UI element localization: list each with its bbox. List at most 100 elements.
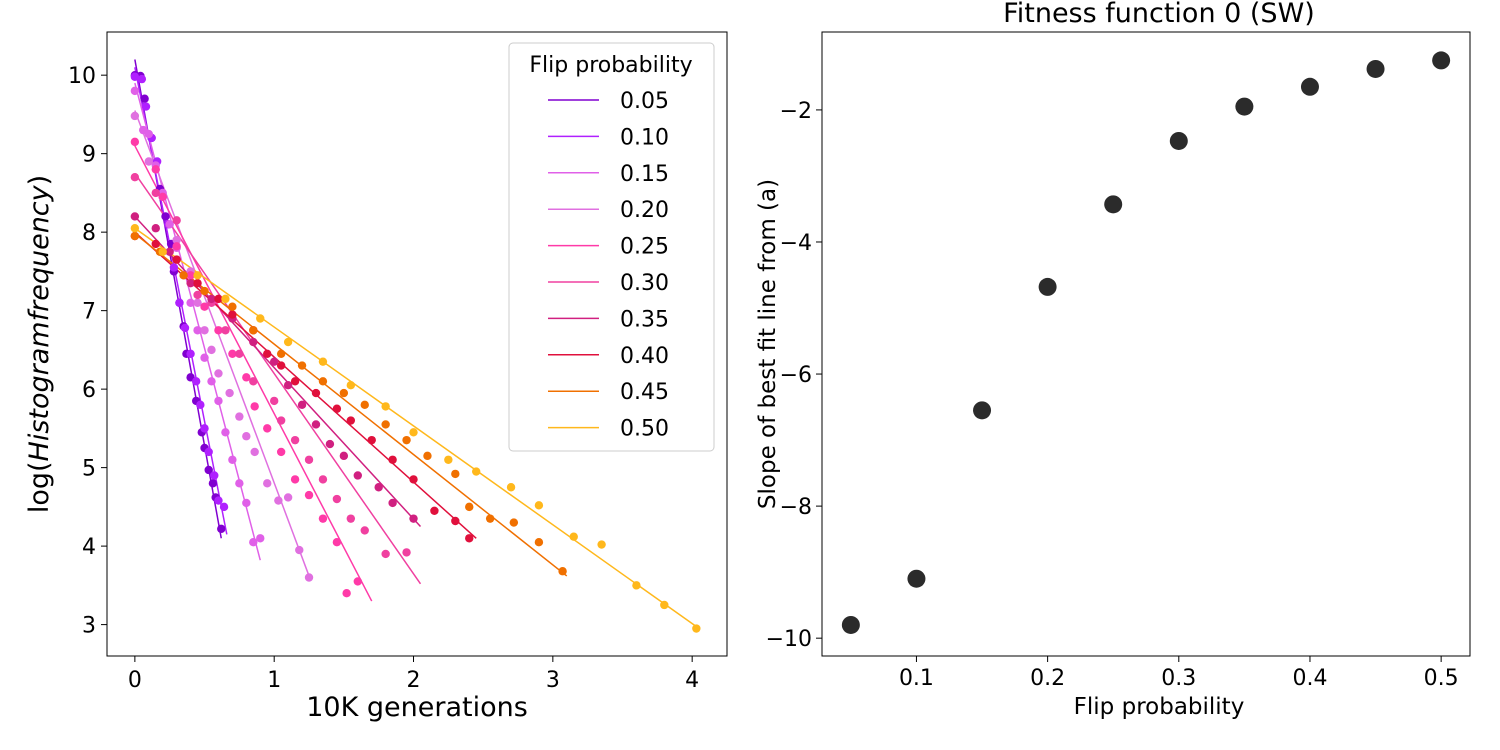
data-point [332,404,342,413]
y-tick-label: 8 [82,221,96,246]
data-point [388,455,397,464]
data-point [332,537,342,547]
data-point [200,326,209,335]
data-point [381,420,390,429]
data-point [367,435,376,445]
x-axis-ticks: 0 1 2 3 4 [128,656,699,693]
data-point [186,349,195,359]
x-tick-label: 4 [685,668,699,693]
data-point [485,514,495,523]
data-point [660,600,669,610]
data-point [311,388,321,398]
data-point [276,361,286,370]
data-point [228,302,237,311]
data-point [193,326,202,335]
legend-label: 0.30 [620,271,669,296]
data-point [311,420,321,429]
data-point [290,435,300,445]
data-point [1038,277,1057,296]
data-point [304,573,314,582]
plot-frame [821,31,1471,657]
slope-vs-flip-chart: 0.1 0.2 0.3 0.4 0.5 −10 −8 −6 −4 −2 Fitness func… [755,0,1471,720]
data-point [318,377,328,386]
data-point [200,302,209,311]
data-point [172,216,181,225]
data-point [297,400,307,410]
data-point [339,388,349,398]
legend-label: 0.25 [620,235,669,260]
x-tick-label: 0.2 [1030,666,1065,691]
x-tick-label: 0.1 [899,666,934,691]
data-point [325,439,335,449]
data-point [172,242,181,251]
data-point [1169,131,1188,150]
data-point [451,516,460,526]
y-tick-label: −4 [780,231,812,256]
data-point [151,239,160,249]
y-tick-label: 6 [82,378,96,403]
data-point [204,447,213,457]
data-point [295,545,304,555]
data-point [130,224,140,233]
data-point [250,447,259,457]
data-point [506,483,516,492]
data-point [597,540,606,549]
data-point [283,337,293,347]
data-point [235,479,244,488]
data-point [207,377,216,386]
data-point [465,534,474,543]
data-point [249,337,258,347]
data-point [451,469,460,479]
data-point [346,381,356,390]
data-point [196,400,205,410]
data-point [1235,97,1254,116]
data-point [235,412,244,421]
data-point [165,247,174,256]
data-point [130,231,140,241]
data-point [472,467,481,476]
data-point [193,298,202,307]
data-point [186,278,195,288]
data-point [381,549,390,559]
x-tick-label: 0.4 [1292,666,1327,691]
data-point [169,263,179,272]
data-point [263,479,272,488]
data-point [534,501,544,510]
data-point [158,192,167,202]
y-axis-label: log(Histogramfrequency) [24,175,55,513]
data-point [283,493,293,502]
fit-line-0.50 [134,227,700,630]
legend-label: 0.45 [620,380,669,405]
legend-label: 0.20 [620,198,669,223]
legend-label: 0.05 [620,89,669,114]
data-point [841,615,860,634]
data-point [318,475,328,484]
data-point [353,471,362,480]
data-point [172,235,181,245]
data-point [374,483,383,492]
data-point [208,479,218,488]
data-point [973,401,992,420]
data-point [130,72,140,81]
data-point [256,314,265,323]
legend-label: 0.15 [620,162,669,187]
data-point [534,537,544,547]
data-point [339,451,349,461]
legend-label: 0.40 [620,344,669,369]
data-point [388,498,397,508]
data-point [256,534,265,543]
data-point [228,310,237,319]
data-point [402,548,411,557]
data-point [249,326,258,335]
data-point [342,589,351,598]
data-point [250,402,259,411]
data-point [158,247,167,256]
data-point [263,349,272,359]
data-point [558,567,567,576]
data-point [249,537,258,547]
y-tick-label: 10 [68,64,96,89]
data-point [207,345,216,355]
data-point [235,349,244,359]
data-point [346,514,356,523]
